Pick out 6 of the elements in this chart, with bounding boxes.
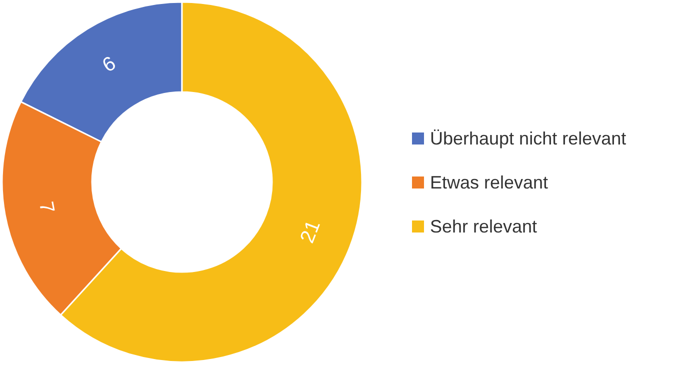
legend-label: Sehr relevant — [430, 216, 538, 236]
data-label: 6 — [98, 52, 120, 77]
legend-label: Etwas relevant — [430, 172, 548, 192]
legend-label: Überhaupt nicht relevant — [430, 128, 626, 148]
data-label: 21 — [296, 218, 325, 246]
data-label: 7 — [34, 200, 58, 215]
